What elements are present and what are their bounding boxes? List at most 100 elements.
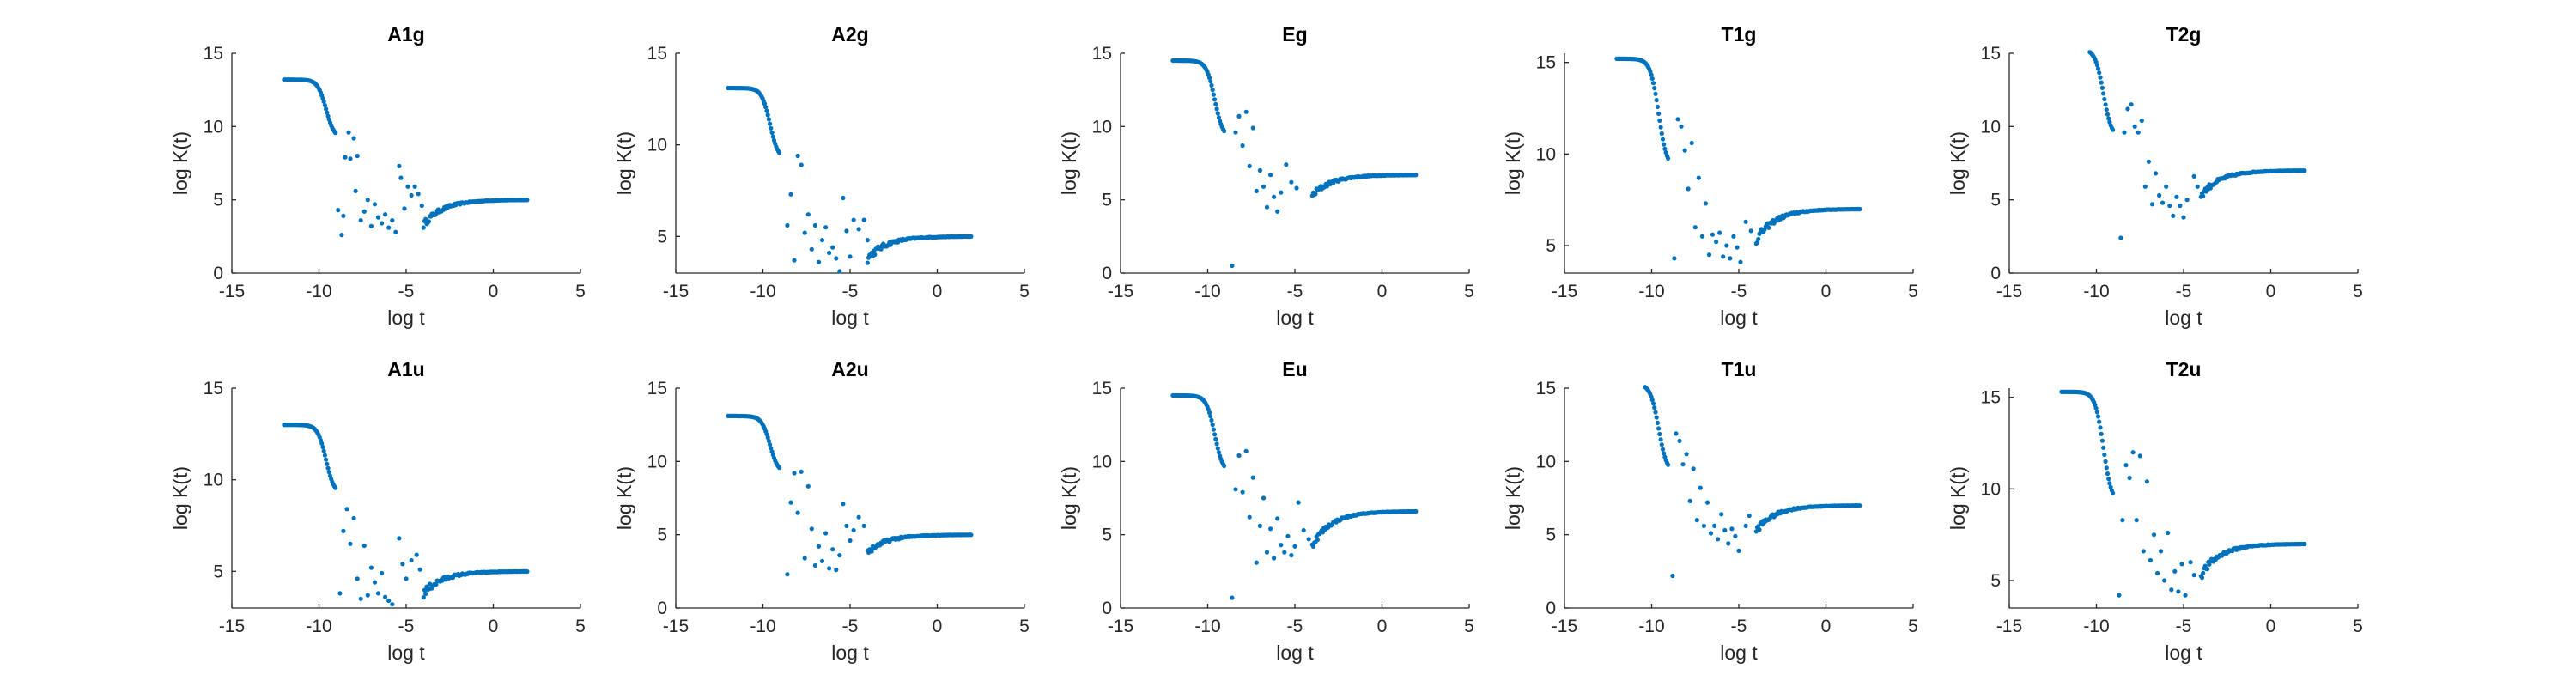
data-point xyxy=(1254,188,1259,193)
data-point xyxy=(2105,112,2111,117)
data-point xyxy=(837,553,842,558)
data-point xyxy=(2095,66,2101,71)
data-point xyxy=(353,188,358,193)
data-point xyxy=(2134,518,2139,523)
data-point xyxy=(865,260,870,265)
data-point xyxy=(1210,88,1215,93)
data-point xyxy=(2181,215,2186,220)
data-point xyxy=(1721,254,1726,259)
data-point xyxy=(1275,209,1280,214)
data-point xyxy=(837,269,842,274)
subplot-title: T2g xyxy=(2166,23,2202,46)
data-point xyxy=(1701,523,1706,529)
y-tick-label: 15 xyxy=(1092,44,1112,64)
y-tick-label: 10 xyxy=(1536,452,1556,471)
y-tick-label: 5 xyxy=(1102,191,1112,210)
data-point xyxy=(1729,526,1735,532)
data-point xyxy=(2097,419,2102,424)
data-point xyxy=(383,594,388,599)
data-point xyxy=(2176,589,2181,594)
data-point xyxy=(372,202,378,207)
y-axis-label: log K(t) xyxy=(1947,131,1969,195)
y-tick-label: 5 xyxy=(213,562,223,581)
subplot-title: Eu xyxy=(1282,358,1307,380)
data-point xyxy=(2130,450,2136,455)
x-tick-label: -5 xyxy=(1287,617,1303,636)
data-point xyxy=(322,453,327,458)
data-point xyxy=(2164,184,2169,189)
data-point xyxy=(2098,75,2103,80)
data-point xyxy=(1658,437,1663,442)
data-point xyxy=(969,532,974,538)
data-point xyxy=(834,256,839,261)
data-point xyxy=(1247,163,1252,168)
x-tick-label: 0 xyxy=(489,282,499,301)
data-point xyxy=(2125,106,2130,112)
data-point xyxy=(1653,410,1658,415)
data-point xyxy=(2191,173,2196,179)
data-point xyxy=(2111,127,2116,132)
data-point xyxy=(777,465,782,471)
subplot-title: A2u xyxy=(831,358,868,380)
data-point xyxy=(355,153,360,159)
data-point xyxy=(434,582,439,587)
data-point xyxy=(1666,462,1671,467)
y-tick-label: 10 xyxy=(647,452,667,471)
data-point xyxy=(861,217,866,222)
y-tick-label: 15 xyxy=(1981,388,2001,408)
data-point xyxy=(1243,448,1249,454)
x-tick-label: -5 xyxy=(2176,617,2192,636)
data-point xyxy=(823,531,829,536)
data-point xyxy=(1214,106,1219,112)
data-point xyxy=(2102,452,2107,458)
data-point xyxy=(799,162,804,167)
data-point xyxy=(1691,466,1696,471)
data-point xyxy=(2139,118,2144,124)
y-tick-label: 15 xyxy=(647,379,667,398)
data-point xyxy=(375,591,381,596)
data-point xyxy=(1672,256,1677,261)
y-axis-label: log K(t) xyxy=(1058,131,1080,195)
data-point xyxy=(2132,124,2137,129)
data-point xyxy=(2129,102,2134,107)
data-point xyxy=(762,101,768,106)
data-point xyxy=(1216,450,1222,455)
y-axis-label: log K(t) xyxy=(1058,466,1080,530)
data-point xyxy=(321,448,326,453)
data-point xyxy=(2157,192,2162,198)
data-point xyxy=(2101,91,2106,96)
data-point xyxy=(333,485,338,490)
data-point xyxy=(324,457,329,462)
data-point xyxy=(1736,548,1741,554)
data-point xyxy=(2117,593,2122,598)
data-point xyxy=(1692,225,1698,230)
data-point xyxy=(423,591,428,597)
subplot-title: T2u xyxy=(2166,358,2202,380)
x-tick-label: 5 xyxy=(575,617,586,636)
subplot-a1g: A1g -15 -10 -5 0 5 0 5 10 15 log t log K(t) xyxy=(169,23,586,329)
data-point xyxy=(1682,148,1687,153)
data-point xyxy=(2183,593,2188,598)
data-point xyxy=(1655,104,1660,109)
data-point xyxy=(1268,526,1273,532)
data-point xyxy=(844,228,849,234)
data-point xyxy=(1679,124,1684,129)
data-point xyxy=(1686,186,1691,192)
x-tick-label: 0 xyxy=(489,617,499,636)
data-point xyxy=(865,238,870,243)
data-point xyxy=(848,254,853,259)
x-tick-label: -15 xyxy=(663,617,689,636)
data-point xyxy=(1212,97,1218,102)
data-point xyxy=(819,238,825,243)
subplot-a1u: A1u -15 -10 -5 0 5 5 10 15 log t log K(t) xyxy=(169,358,586,664)
data-point xyxy=(1250,125,1255,131)
x-axis-label: log t xyxy=(831,307,869,329)
data-point xyxy=(1649,398,1655,403)
data-point xyxy=(417,567,422,572)
x-tick-label: -5 xyxy=(398,617,415,636)
data-point xyxy=(1724,243,1729,248)
data-point xyxy=(1247,514,1252,520)
y-tick-label: 15 xyxy=(1981,44,2001,64)
data-point xyxy=(423,216,428,222)
data-point xyxy=(1766,225,1771,230)
